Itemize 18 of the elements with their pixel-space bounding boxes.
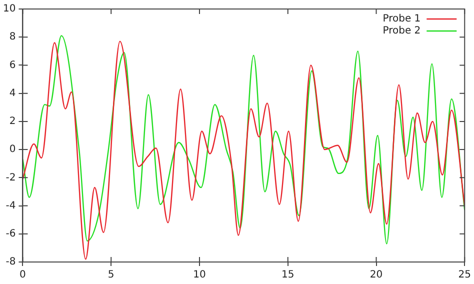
legend-label: Probe 1	[382, 14, 421, 25]
y-tick-label: 10	[2, 4, 16, 15]
y-tick-label: 4	[9, 88, 16, 99]
legend-label: Probe 2	[382, 26, 421, 37]
x-tick-label: 10	[193, 270, 206, 281]
x-tick-label: 5	[108, 270, 114, 281]
x-tick-label: 20	[370, 270, 383, 281]
y-tick-label: -8	[6, 256, 16, 268]
y-tick-label: 2	[9, 116, 16, 128]
y-tick-label: 0	[9, 144, 16, 156]
x-tick-label: 15	[282, 270, 294, 281]
x-tick-label: 0	[20, 270, 26, 281]
y-tick-label: -6	[6, 228, 16, 240]
y-tick-label: 8	[9, 32, 16, 43]
y-tick-label: 6	[9, 60, 16, 71]
y-tick-label: -4	[6, 200, 16, 212]
y-tick-label: -2	[6, 172, 16, 184]
x-tick-label: 25	[458, 270, 472, 281]
